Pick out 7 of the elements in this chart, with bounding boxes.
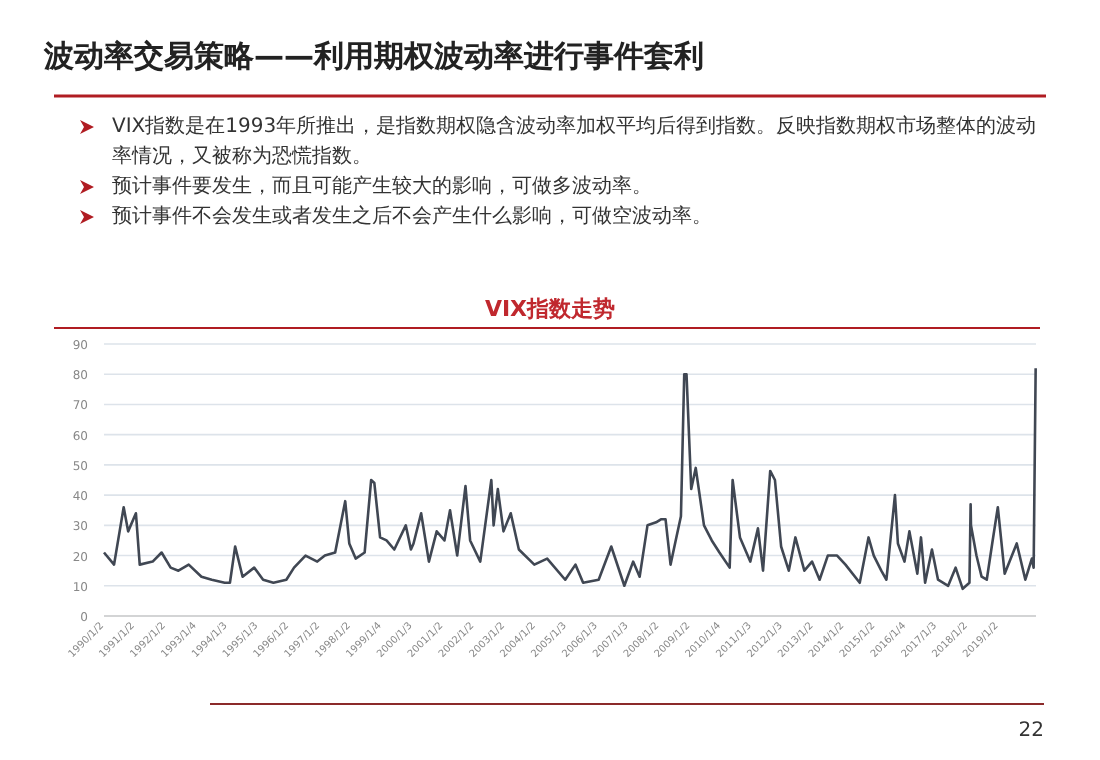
text: 预计事件要发生，而且可能产生较大的影响，可做多波动率。 xyxy=(112,173,652,202)
line-series xyxy=(102,366,1037,591)
text: VIX指数是在1993年所推出，是指数期权隐含波动率加权平均后得到指数。反映指数期权市场整体的波动率情况，又被称为恐慌指数。 xyxy=(112,113,1039,172)
text: 22 xyxy=(1018,720,1044,742)
text: 预计事件不会发生或者发生之后不会产生什么影响，可做空波动率。 xyxy=(112,203,712,232)
chart-title: VIX指数走势 xyxy=(484,296,616,322)
chart-subtitle: 波动率交易策略——利用期权波动率进行事件套利 xyxy=(42,38,704,74)
